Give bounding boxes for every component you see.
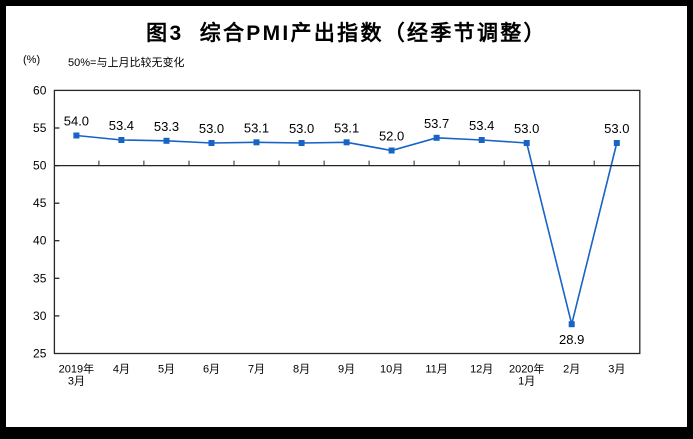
svg-text:25: 25 <box>33 347 47 361</box>
svg-text:53.1: 53.1 <box>244 120 269 135</box>
svg-text:53.4: 53.4 <box>469 118 494 133</box>
svg-text:30: 30 <box>33 309 47 323</box>
svg-text:53.1: 53.1 <box>334 120 359 135</box>
svg-text:45: 45 <box>33 196 47 210</box>
svg-text:3月: 3月 <box>608 364 625 376</box>
svg-text:40: 40 <box>33 234 47 248</box>
svg-text:53.3: 53.3 <box>154 119 179 134</box>
svg-text:2月: 2月 <box>563 364 580 376</box>
svg-text:53.0: 53.0 <box>604 121 629 136</box>
svg-text:10月: 10月 <box>380 364 403 376</box>
svg-text:35: 35 <box>33 271 47 285</box>
svg-text:9月: 9月 <box>338 364 355 376</box>
svg-text:12月: 12月 <box>470 364 493 376</box>
svg-text:53.7: 53.7 <box>424 116 449 131</box>
svg-text:53.0: 53.0 <box>289 121 314 136</box>
svg-text:8月: 8月 <box>293 364 310 376</box>
svg-text:55: 55 <box>33 121 47 135</box>
svg-text:2020年: 2020年 <box>509 362 544 376</box>
svg-text:2019年: 2019年 <box>59 362 94 376</box>
svg-text:11月: 11月 <box>425 364 447 376</box>
svg-text:54.0: 54.0 <box>64 114 89 129</box>
svg-text:52.0: 52.0 <box>379 129 404 144</box>
svg-text:4月: 4月 <box>113 364 130 376</box>
svg-text:53.4: 53.4 <box>109 118 134 133</box>
svg-text:50: 50 <box>33 159 47 173</box>
svg-text:3月: 3月 <box>68 376 85 388</box>
svg-text:53.0: 53.0 <box>514 121 539 136</box>
svg-text:1月: 1月 <box>518 376 535 388</box>
svg-text:5月: 5月 <box>158 364 175 376</box>
svg-text:6月: 6月 <box>203 364 220 376</box>
svg-text:60: 60 <box>33 83 47 97</box>
svg-text:7月: 7月 <box>248 364 265 376</box>
svg-text:53.0: 53.0 <box>199 121 224 136</box>
svg-text:28.9: 28.9 <box>559 332 584 347</box>
